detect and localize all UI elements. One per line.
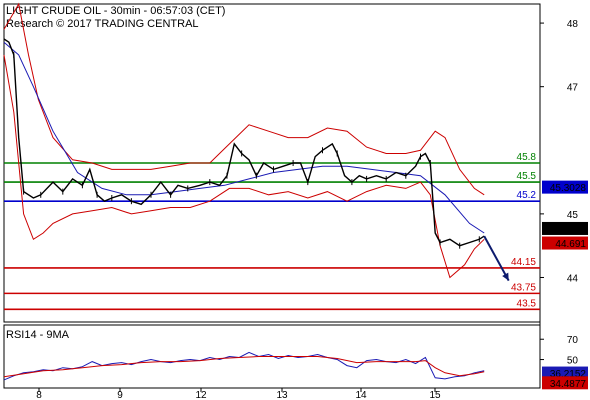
rsi-label: RSI14 - 9MA — [6, 329, 70, 341]
price-series — [3, 35, 485, 249]
arrow-shaft — [483, 235, 510, 282]
value-tag-label: 36.2152 — [550, 369, 587, 380]
x-tick-label: 13 — [276, 390, 288, 400]
x-tick-label: 15 — [429, 390, 441, 400]
value-tag-bg — [542, 236, 588, 250]
level-label: 43.75 — [511, 282, 536, 293]
level-label: 45.2 — [517, 190, 537, 201]
level-label: 45.8 — [517, 152, 537, 163]
y-tick-label: 45 — [567, 210, 579, 221]
y-tick-label: 47 — [567, 83, 579, 94]
forecast-arrow — [483, 235, 510, 282]
level-label: 44.15 — [511, 257, 536, 268]
value-tag-bg — [542, 180, 588, 194]
bollinger-lower — [3, 54, 485, 279]
x-tick-label: 14 — [355, 390, 367, 400]
price-line — [3, 38, 485, 247]
chart-title: LIGHT CRUDE OIL - 30min - 06:57:03 (CET) — [6, 5, 225, 17]
level-label: 43.5 — [517, 298, 537, 309]
value-tag-bg — [542, 366, 588, 380]
value-tag-bg — [542, 376, 588, 390]
value-tag-label: 44.7 — [567, 224, 587, 235]
value-tag-label: 34.4877 — [550, 379, 587, 390]
rsi-tick-label: 70 — [567, 335, 579, 346]
y-tick-label: 48 — [567, 19, 579, 30]
y-axis-ticks: 44 45 47 48 50 70 — [540, 19, 579, 367]
rsi-series — [3, 351, 485, 381]
x-axis-ticks: 8 9 12 13 14 15 — [36, 388, 441, 400]
chart-subtitle: Research © 2017 TRADING CENTRAL — [6, 18, 199, 30]
rsi-ma-line — [3, 356, 485, 378]
rsi-line — [3, 351, 485, 381]
rsi-tick-label: 50 — [567, 356, 579, 367]
y-tick-label: 44 — [567, 273, 579, 284]
value-tag-label: 44.691 — [555, 239, 586, 250]
level-label: 45.5 — [517, 171, 537, 182]
x-tick-label: 8 — [36, 390, 42, 400]
x-tick-label: 12 — [195, 390, 207, 400]
x-tick-label: 9 — [117, 390, 123, 400]
value-tag-label: 45.3028 — [550, 183, 587, 194]
value-tag-bg — [542, 221, 588, 235]
arrow-head — [502, 272, 509, 281]
